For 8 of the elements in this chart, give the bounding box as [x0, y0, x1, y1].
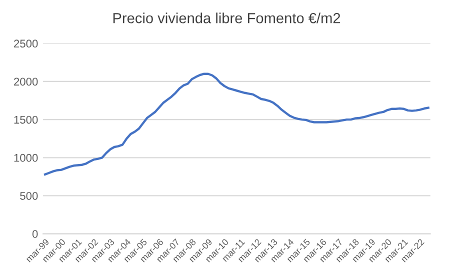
y-tick-label: 2000 [14, 78, 38, 86]
y-tick-label: 500 [20, 192, 38, 200]
y-tick-label: 1500 [14, 116, 38, 124]
y-tick-label: 2500 [14, 40, 38, 48]
y-tick-label: 1000 [14, 154, 38, 162]
chart-title: Precio vivienda libre Fomento €/m2 [113, 12, 340, 24]
line-series [44, 72, 430, 176]
y-tick-label: 0 [32, 230, 38, 238]
